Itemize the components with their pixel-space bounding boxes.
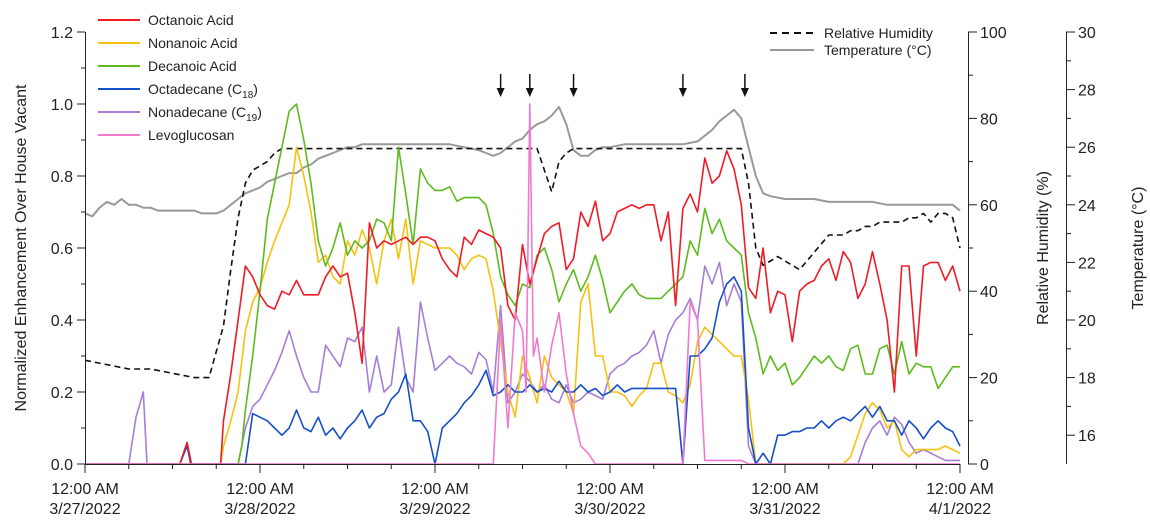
legend-label-tail: ) — [257, 104, 262, 120]
legend-label: Octadecane (C18) — [148, 81, 258, 101]
series-line-decanoic-acid — [85, 103, 960, 465]
temp-tick-label: 22 — [1078, 255, 1096, 272]
event-arrow-head — [496, 88, 505, 97]
legend-label: Temperature (°C) — [824, 42, 932, 58]
series-line-temperature-c- — [84, 105, 961, 218]
left-tick-label: 0.0 — [51, 457, 73, 474]
legend-label: Nonadecane (C19) — [148, 104, 262, 124]
legend-label: Decanoic Acid — [148, 58, 237, 74]
rh-tick-label: 20 — [980, 371, 998, 388]
temp-tick-label: 26 — [1078, 140, 1096, 157]
rh-tick-label: 40 — [980, 284, 998, 301]
rh-tick-label: 0 — [980, 457, 989, 474]
x-tick-label-time: 12:00 AM — [401, 481, 469, 498]
temp-axis-title: Temperature (°C) — [1130, 187, 1147, 310]
x-tick-label-time: 12:00 AM — [51, 481, 119, 498]
left-axis-title: Normalized Enhancement Over House Vacant — [13, 84, 30, 412]
x-tick-label-date: 3/30/2022 — [574, 501, 645, 518]
temp-tick-label: 28 — [1078, 83, 1096, 100]
legend-label-tail: ) — [253, 81, 258, 97]
x-tick-label-date: 3/29/2022 — [399, 501, 470, 518]
legend-label-main: Nonadecane (C — [148, 104, 246, 120]
event-arrow-head — [678, 88, 687, 97]
legend-label: Levoglucosan — [148, 127, 234, 143]
temp-tick-label: 24 — [1078, 198, 1096, 215]
temp-tick-label: 18 — [1078, 371, 1096, 388]
axis-labels: 12:00 AM 3/27/2022 12:00 AM 3/28/2022 12:00 … — [13, 25, 1147, 518]
series-line-nonadecane-c19- — [85, 261, 960, 465]
legend-label-main: Decanoic Acid — [148, 58, 237, 74]
x-tick-label-time: 12:00 AM — [576, 481, 644, 498]
left-tick-label: 0.4 — [51, 313, 73, 330]
legend-label-main: Levoglucosan — [148, 127, 234, 143]
rh-tick-label: 100 — [980, 25, 1007, 42]
legend-label: Octanoic Acid — [148, 12, 234, 28]
event-arrow-head — [740, 88, 749, 97]
series-lines — [84, 103, 961, 465]
legend-label: Relative Humidity — [824, 25, 933, 41]
legend-label-main: Octanoic Acid — [148, 12, 234, 28]
legend-label-subscript: 18 — [242, 90, 254, 101]
x-tick-label-time: 12:00 AM — [926, 481, 994, 498]
left-tick-label: 0.8 — [51, 169, 73, 186]
x-tick-label-time: 12:00 AM — [226, 481, 294, 498]
series-line-relative-humidity — [84, 147, 961, 379]
series-line-octanoic-acid — [85, 150, 961, 465]
series-line-levoglucosan — [85, 103, 960, 465]
legend-label-main: Octadecane (C — [148, 81, 242, 97]
x-tick-label-date: 4/1/2022 — [929, 501, 991, 518]
temp-tick-label: 30 — [1078, 25, 1096, 42]
rh-tick-label: 60 — [980, 198, 998, 215]
legend: Octanoic Acid Nonanoic Acid Decanoic Acid O… — [98, 12, 933, 143]
left-tick-label: 1.2 — [51, 25, 73, 42]
series-line-nonanoic-acid — [85, 146, 961, 465]
temp-tick-label: 16 — [1078, 428, 1096, 445]
legend-label-main: Nonanoic Acid — [148, 35, 238, 51]
event-arrow-head — [525, 88, 534, 97]
x-tick-label-date: 3/27/2022 — [49, 501, 120, 518]
left-tick-label: 0.6 — [51, 241, 73, 258]
left-tick-label: 0.2 — [51, 385, 73, 402]
event-arrows — [496, 74, 749, 97]
rh-axis-title: Relative Humidity (%) — [1035, 171, 1052, 325]
x-tick-label-date: 3/31/2022 — [749, 501, 820, 518]
rh-tick-label: 80 — [980, 111, 998, 128]
x-tick-label-date: 3/28/2022 — [224, 501, 295, 518]
series-line-octadecane-c18- — [85, 276, 961, 465]
temp-tick-label: 20 — [1078, 313, 1096, 330]
event-arrow-head — [569, 88, 578, 97]
x-tick-label-time: 12:00 AM — [751, 481, 819, 498]
left-tick-label: 1.0 — [51, 97, 73, 114]
legend-label-subscript: 19 — [246, 113, 258, 124]
axes — [77, 31, 1075, 473]
legend-label: Nonanoic Acid — [148, 35, 238, 51]
